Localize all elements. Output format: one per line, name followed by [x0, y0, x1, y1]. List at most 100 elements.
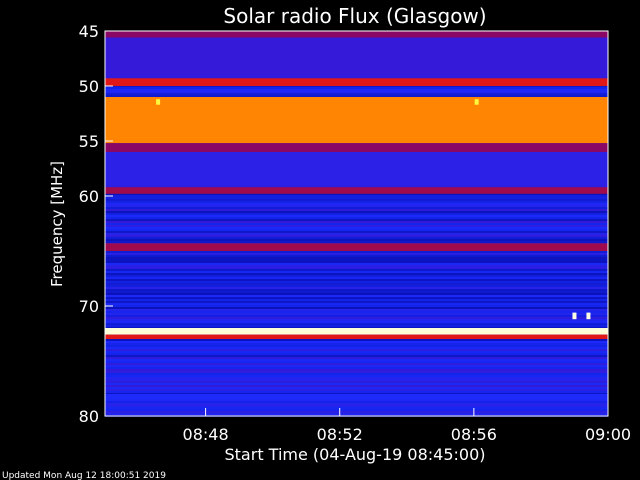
y-tick-label: 70	[79, 297, 99, 316]
spectrogram-band	[105, 78, 608, 86]
spectrogram-row	[105, 283, 608, 285]
spectrogram-row	[105, 355, 608, 357]
spectrogram-row	[105, 231, 608, 233]
spectrogram-row	[105, 311, 608, 313]
spectrogram-row	[105, 281, 608, 283]
spectrogram-row	[105, 301, 608, 303]
spectrogram-band	[105, 394, 608, 400]
spectrogram-row	[105, 201, 608, 203]
spectrogram-row	[105, 357, 608, 359]
spectrogram-row	[105, 373, 608, 375]
chart-title: Solar radio Flux (Glasgow)	[223, 4, 486, 28]
spectrogram-band	[105, 152, 608, 185]
spectrogram-row	[105, 305, 608, 307]
spectrogram-row	[105, 277, 608, 279]
x-axis-label: Start Time (04-Aug-19 08:45:00)	[225, 445, 486, 464]
spectrogram-row	[105, 291, 608, 293]
spectrogram-row	[105, 259, 608, 261]
spectrogram-band	[105, 328, 608, 335]
spectrogram-row	[105, 213, 608, 215]
spectrogram-row	[105, 369, 608, 371]
spectrogram-row	[105, 267, 608, 269]
spectrogram-row	[105, 371, 608, 373]
spectrogram-row	[105, 349, 608, 351]
y-tick-label: 55	[79, 132, 99, 151]
spectrogram-row	[105, 365, 608, 367]
spectrogram-row	[105, 401, 608, 403]
x-tick-label: 08:48	[183, 425, 229, 444]
spectrogram-band	[105, 243, 608, 251]
spectrogram-row	[105, 279, 608, 281]
spectrogram-row	[105, 239, 608, 241]
spectrogram-row	[105, 343, 608, 345]
spectrogram-band	[105, 37, 608, 75]
spectrogram-row	[105, 287, 608, 289]
y-tick-label: 50	[79, 77, 99, 96]
y-tick-label: 45	[79, 22, 99, 41]
spectrogram-row	[105, 77, 608, 79]
spectrogram-row	[105, 361, 608, 363]
spectrogram-row	[105, 313, 608, 315]
spectrogram-row	[105, 229, 608, 231]
x-tick-label: 09:00	[585, 425, 631, 444]
y-tick-label: 60	[79, 187, 99, 206]
updated-timestamp: Updated Mon Aug 12 18:00:51 2019	[2, 471, 166, 480]
spectrogram-band	[105, 31, 608, 38]
spectrogram-row	[105, 359, 608, 361]
spectrogram-row	[105, 381, 608, 383]
spectrogram-row	[105, 197, 608, 199]
spectrogram-row	[105, 89, 608, 91]
spectrogram-row	[105, 297, 608, 299]
spectrogram-row	[105, 207, 608, 209]
spectrogram-row	[105, 345, 608, 347]
spectrogram-row	[105, 407, 608, 409]
spectrogram-row	[105, 319, 608, 321]
spectrogram-row	[105, 317, 608, 319]
spectrogram-row	[105, 193, 608, 195]
spectrogram-row	[105, 339, 608, 341]
spectrogram-row	[105, 385, 608, 387]
spectrogram-row	[105, 269, 608, 271]
spectrogram-row	[105, 405, 608, 407]
spectrogram-row	[105, 321, 608, 323]
spectrogram-row	[105, 375, 608, 377]
spectrogram-row	[105, 203, 608, 205]
spectrogram-row	[105, 389, 608, 391]
spectrogram-row	[105, 341, 608, 343]
burst-mark	[572, 312, 577, 320]
spectrogram-row	[105, 195, 608, 197]
y-tick-label: 80	[79, 407, 99, 426]
spectrogram-row	[105, 253, 608, 255]
spectrogram-row	[105, 315, 608, 317]
spectrogram-row	[105, 227, 608, 229]
spectrogram-row	[105, 211, 608, 213]
spectrogram-row	[105, 221, 608, 223]
spectrogram-row	[105, 275, 608, 277]
spectrogram-row	[105, 403, 608, 405]
spectrogram-row	[105, 347, 608, 349]
spectrogram-row	[105, 323, 608, 325]
x-tick-label: 08:56	[451, 425, 497, 444]
spectrogram-band	[105, 187, 608, 194]
spectrogram-row	[105, 261, 608, 263]
spectrogram-row	[105, 91, 608, 93]
spectrogram-row	[105, 199, 608, 201]
spectrogram-row	[105, 363, 608, 365]
spectrogram-row	[105, 251, 608, 253]
burst-mark	[586, 312, 591, 320]
spectrogram-row	[105, 271, 608, 273]
spectrogram-row	[105, 225, 608, 227]
x-axis: 08:48 08:52 08:56 09:00	[104, 30, 631, 444]
y-axis: 45 50 55 60 70 80	[79, 22, 113, 426]
spectrogram-row	[105, 87, 608, 89]
spectrogram-row	[105, 379, 608, 381]
spectrogram-row	[105, 399, 608, 401]
spectrogram-row	[105, 209, 608, 211]
spectrogram-row	[105, 263, 608, 265]
spectrogram-row	[105, 257, 608, 259]
y-axis-label: Frequency [MHz]	[48, 161, 66, 287]
spectrogram-row	[105, 383, 608, 385]
spectrogram-band	[105, 97, 608, 144]
spectrogram-row	[105, 75, 608, 77]
